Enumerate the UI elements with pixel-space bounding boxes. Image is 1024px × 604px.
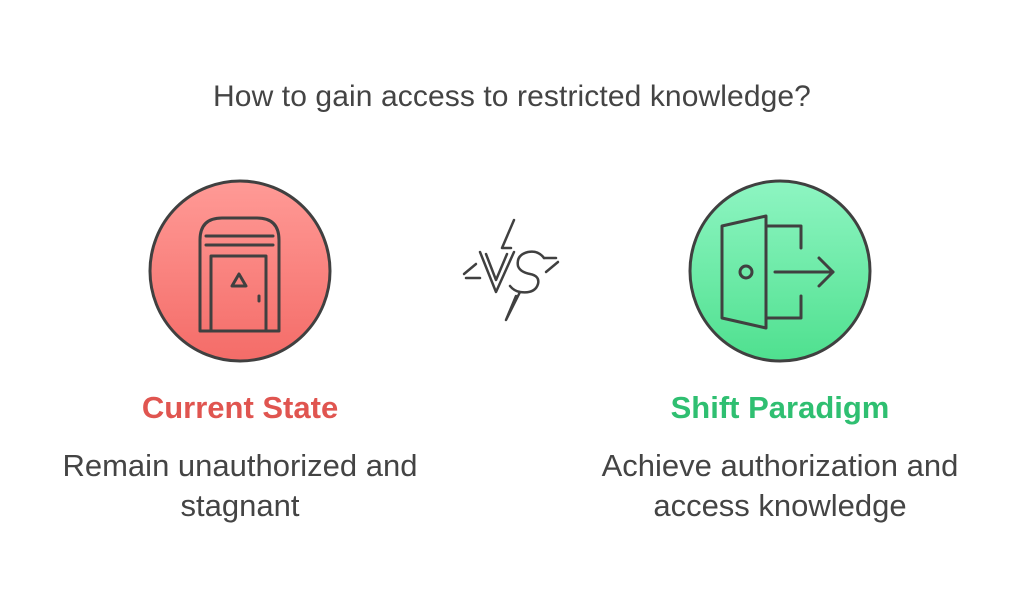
shift-paradigm-panel: Shift Paradigm Achieve authorization and… xyxy=(560,178,1000,526)
current-state-heading: Current State xyxy=(141,390,339,425)
current-state-description: Remain unauthorized and stagnant xyxy=(62,448,418,523)
vs-lightning-icon xyxy=(458,214,566,326)
shift-paradigm-heading: Shift Paradigm xyxy=(670,390,890,425)
shift-paradigm-circle xyxy=(687,178,873,364)
diagram-title: How to gain access to restricted knowled… xyxy=(213,80,811,113)
shift-paradigm-description: Achieve authorization and access knowled… xyxy=(601,448,959,523)
door-icon xyxy=(198,216,281,333)
current-state-circle xyxy=(147,178,333,364)
exit-door-arrow-icon xyxy=(720,214,835,330)
current-state-panel: Current State Remain unauthorized and st… xyxy=(20,178,460,526)
